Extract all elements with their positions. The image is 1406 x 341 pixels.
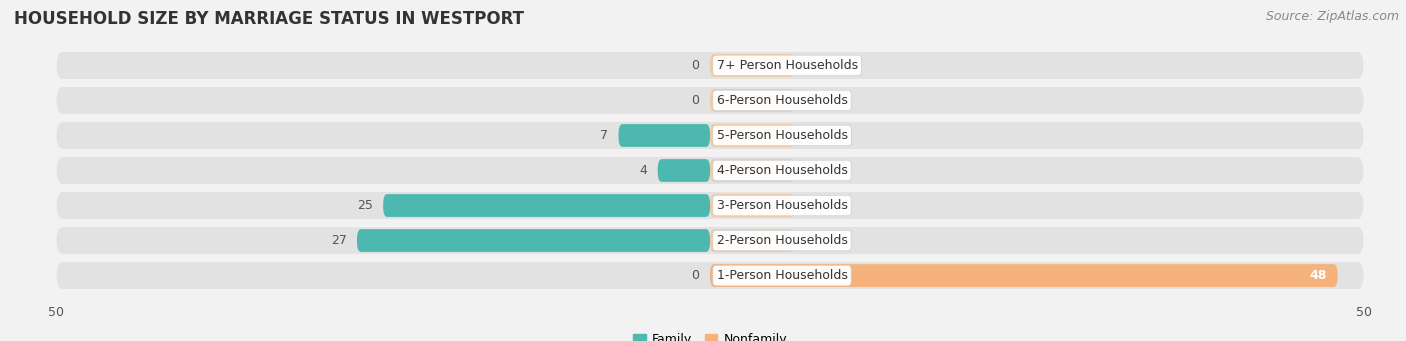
FancyBboxPatch shape xyxy=(710,124,794,147)
Text: 6-Person Households: 6-Person Households xyxy=(717,94,848,107)
Legend: Family, Nonfamily: Family, Nonfamily xyxy=(628,328,792,341)
Text: 4-Person Households: 4-Person Households xyxy=(717,164,848,177)
FancyBboxPatch shape xyxy=(56,122,1364,149)
FancyBboxPatch shape xyxy=(710,54,794,77)
Text: 0: 0 xyxy=(806,199,814,212)
Text: 3-Person Households: 3-Person Households xyxy=(717,199,848,212)
Text: HOUSEHOLD SIZE BY MARRIAGE STATUS IN WESTPORT: HOUSEHOLD SIZE BY MARRIAGE STATUS IN WES… xyxy=(14,10,524,28)
FancyBboxPatch shape xyxy=(710,194,794,217)
FancyBboxPatch shape xyxy=(710,89,794,112)
Text: Source: ZipAtlas.com: Source: ZipAtlas.com xyxy=(1265,10,1399,23)
FancyBboxPatch shape xyxy=(710,159,794,182)
Text: 2-Person Households: 2-Person Households xyxy=(717,234,848,247)
Text: 48: 48 xyxy=(1310,269,1327,282)
Text: 0: 0 xyxy=(806,164,814,177)
Text: 0: 0 xyxy=(692,94,700,107)
Text: 27: 27 xyxy=(330,234,346,247)
FancyBboxPatch shape xyxy=(710,229,794,252)
Text: 0: 0 xyxy=(806,94,814,107)
Text: 0: 0 xyxy=(806,59,814,72)
Text: 5-Person Households: 5-Person Households xyxy=(717,129,848,142)
Text: 25: 25 xyxy=(357,199,373,212)
Text: 7+ Person Households: 7+ Person Households xyxy=(717,59,858,72)
FancyBboxPatch shape xyxy=(710,264,1337,287)
FancyBboxPatch shape xyxy=(56,227,1364,254)
Text: 0: 0 xyxy=(806,234,814,247)
Text: 0: 0 xyxy=(806,129,814,142)
Text: 1-Person Households: 1-Person Households xyxy=(717,269,848,282)
FancyBboxPatch shape xyxy=(357,229,710,252)
FancyBboxPatch shape xyxy=(56,52,1364,79)
FancyBboxPatch shape xyxy=(382,194,710,217)
Text: 4: 4 xyxy=(640,164,647,177)
FancyBboxPatch shape xyxy=(619,124,710,147)
FancyBboxPatch shape xyxy=(56,87,1364,114)
FancyBboxPatch shape xyxy=(56,157,1364,184)
Text: 7: 7 xyxy=(600,129,607,142)
Text: 0: 0 xyxy=(692,269,700,282)
FancyBboxPatch shape xyxy=(658,159,710,182)
Text: 0: 0 xyxy=(692,59,700,72)
FancyBboxPatch shape xyxy=(56,262,1364,289)
FancyBboxPatch shape xyxy=(56,192,1364,219)
